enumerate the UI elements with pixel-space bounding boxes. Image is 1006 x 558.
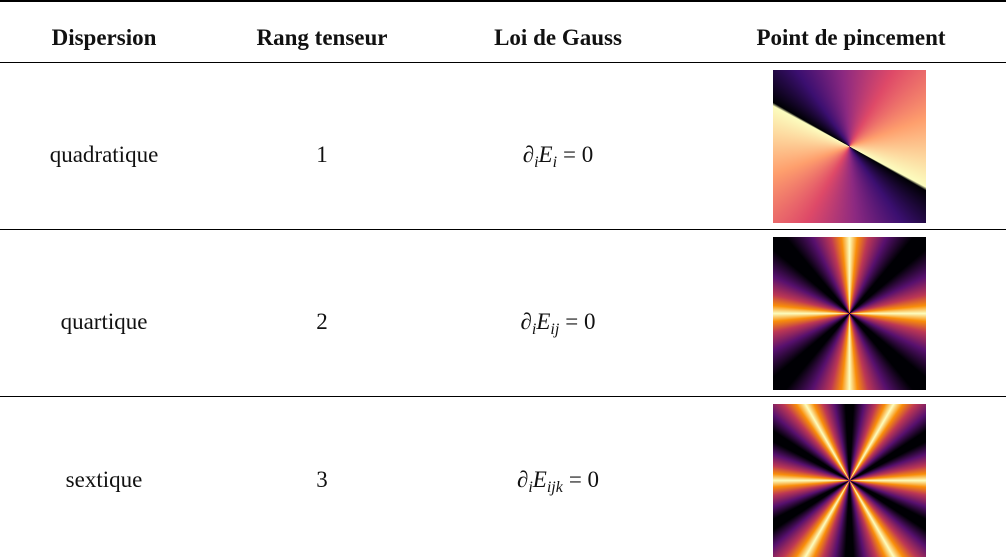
header-rule: [0, 62, 1006, 63]
row-rule: [0, 229, 1006, 230]
math-index: i: [552, 154, 558, 171]
gauss-law-cell: ∂iEij = 0: [520, 309, 596, 338]
header-cell: Point de pincement: [756, 25, 946, 50]
header-cell: Loi de Gauss: [494, 25, 622, 50]
math-rhs: = 0: [563, 142, 594, 167]
math-index: ij: [550, 321, 560, 338]
gauss-law-cell: ∂iEijk = 0: [516, 467, 600, 496]
dispersion-cell: sextique: [65, 467, 143, 492]
pinch-point-pattern: [773, 404, 926, 557]
math-field: E: [538, 142, 553, 167]
math-field: E: [536, 309, 551, 334]
rank-cell: 1: [316, 142, 328, 167]
rank-cell: 2: [316, 309, 328, 334]
gauss-law-cell: ∂iEi = 0: [522, 142, 594, 171]
pinch-point-pattern: [773, 70, 926, 223]
top-rule: [0, 0, 1006, 2]
math-symbol: ∂: [522, 142, 535, 167]
pinch-point-pattern: [773, 237, 926, 390]
math-field: E: [532, 467, 547, 492]
dispersion-cell: quartique: [60, 309, 148, 334]
math-symbol: ∂: [520, 309, 532, 334]
math-index: ijk: [546, 479, 563, 496]
math-index: i: [528, 479, 533, 496]
math-rhs: = 0: [565, 309, 596, 334]
header-cell: Dispersion: [51, 25, 157, 50]
math-index: i: [534, 154, 539, 171]
rank-cell: 3: [316, 467, 328, 492]
math-symbol: ∂: [516, 467, 529, 492]
row-rule: [0, 396, 1006, 397]
dispersion-cell: quadratique: [49, 142, 159, 167]
math-rhs: = 0: [568, 467, 600, 492]
header-cell: Rang tenseur: [256, 25, 388, 50]
math-index: i: [531, 321, 537, 338]
